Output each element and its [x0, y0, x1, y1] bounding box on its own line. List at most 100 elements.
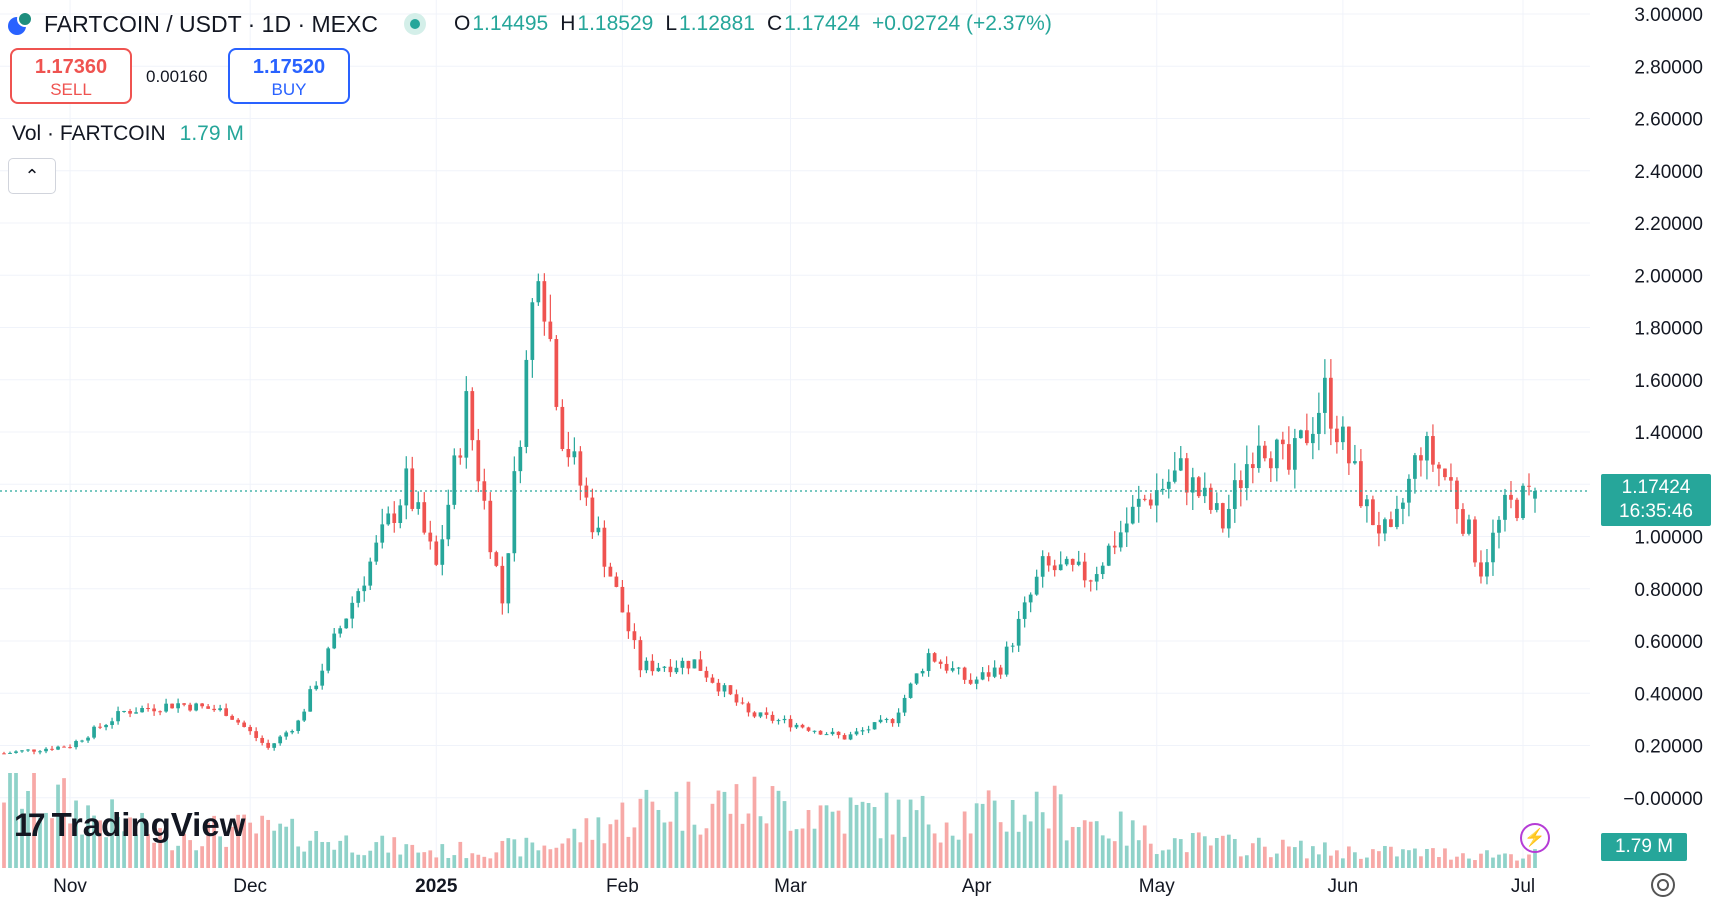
candle-body	[830, 731, 835, 735]
volume-bar	[140, 812, 144, 868]
tradingview-logo[interactable]: 17 TradingView	[14, 806, 245, 844]
volume-legend[interactable]: Vol · FARTCOIN 1.79 M	[12, 122, 244, 146]
volume-bar	[584, 818, 589, 868]
candle-body	[1395, 508, 1399, 527]
candle-body	[512, 471, 517, 554]
candle-body	[164, 703, 168, 712]
symbol-title[interactable]: FARTCOIN / USDT · 1D · MEXC	[44, 10, 378, 37]
candle-body	[1016, 618, 1021, 646]
candle-body	[428, 532, 433, 542]
candle-body	[416, 502, 421, 509]
candle-body	[1118, 532, 1123, 548]
volume-bar	[1353, 852, 1357, 868]
volume-bar	[1491, 857, 1495, 868]
volume-bar	[950, 835, 955, 868]
candle-body	[638, 640, 643, 671]
buy-price: 1.17520	[252, 56, 326, 78]
candle-body	[1310, 433, 1315, 444]
candle-body	[776, 720, 781, 722]
candle-body	[710, 677, 715, 683]
candle-body	[944, 663, 949, 671]
candle-body	[1304, 430, 1309, 444]
volume-bar	[350, 852, 355, 868]
sell-button[interactable]: 1.17360 SELL	[10, 48, 132, 104]
volume-bar	[986, 790, 991, 868]
time-tick-label: 2025	[415, 876, 458, 897]
collapse-legend-button[interactable]: ⌃	[8, 158, 56, 194]
volume-bar	[302, 851, 307, 868]
volume-bar	[662, 822, 667, 868]
volume-bar	[626, 836, 631, 868]
candle-body	[818, 730, 823, 735]
volume-bar	[764, 823, 769, 868]
buy-button[interactable]: 1.17520 BUY	[228, 48, 350, 104]
price-tick-label: 1.60000	[1634, 371, 1703, 392]
volume-bar	[164, 823, 168, 868]
candle-body	[98, 726, 102, 728]
volume-bars	[2, 773, 1537, 868]
candle-body	[1292, 438, 1297, 470]
candle-body	[404, 468, 409, 506]
volume-bar	[272, 830, 277, 868]
candle-body	[560, 406, 565, 449]
candle-body	[314, 685, 319, 690]
price-tick-label: 2.60000	[1634, 110, 1703, 131]
ohlc-open-label: O	[453, 12, 471, 35]
volume-bar	[1304, 858, 1309, 868]
volume-bar	[824, 805, 829, 868]
volume-bar	[1292, 847, 1297, 868]
candle-body	[686, 660, 691, 669]
volume-bar	[380, 835, 385, 868]
gear-icon[interactable]	[1651, 873, 1675, 897]
candle-body	[1100, 565, 1105, 575]
candle-body	[410, 468, 415, 509]
volume-bar	[1178, 839, 1183, 868]
time-axis[interactable]: Nov Dec 2025 Feb Mar Apr May Jun Jul	[53, 876, 1535, 897]
volume-bar	[230, 826, 235, 868]
market-status-icon[interactable]	[403, 13, 426, 35]
volume-bar	[968, 833, 973, 868]
price-axis[interactable]: 3.00000 2.80000 2.60000 2.40000 2.20000 2.000…	[1623, 5, 1703, 810]
price-tick-label: −0.00000	[1623, 789, 1703, 810]
volume-bar	[182, 833, 186, 868]
candle-body	[224, 708, 229, 716]
candle-body	[1461, 509, 1465, 534]
candle-body	[146, 708, 150, 710]
candle-body	[80, 740, 84, 742]
candle-body	[194, 703, 198, 711]
volume-bar	[830, 811, 835, 868]
candle-body	[758, 712, 763, 717]
volume-bar	[86, 805, 90, 868]
candle-body	[680, 660, 685, 668]
volume-bar	[80, 834, 84, 868]
candle-body	[836, 731, 841, 736]
candle-body	[1335, 428, 1339, 443]
candle-body	[320, 670, 325, 686]
volume-bar	[998, 822, 1003, 868]
volume-bar	[20, 808, 24, 868]
candle-body	[1316, 412, 1321, 434]
volume-bar	[1142, 825, 1147, 868]
candle-body	[860, 730, 865, 732]
volume-bar	[1359, 858, 1363, 868]
volume-bar	[1413, 848, 1417, 868]
candle-body	[272, 743, 277, 748]
candle-body	[914, 673, 919, 684]
candle-body	[596, 527, 601, 533]
candle-body	[50, 748, 54, 750]
candle-body	[86, 737, 90, 741]
candle-body	[1220, 503, 1225, 529]
volume-bar	[1220, 835, 1225, 868]
ohlc-change: +0.02724 (+2.37%)	[872, 12, 1052, 35]
volume-bar	[590, 839, 595, 868]
volume-bar	[104, 837, 108, 868]
volume-bar	[698, 834, 703, 868]
lightning-icon[interactable]: ⚡	[1520, 823, 1550, 853]
volume-bar	[1365, 857, 1369, 868]
volume-bar	[488, 858, 493, 868]
candle-body	[1244, 464, 1249, 489]
volume-bar	[1268, 857, 1273, 868]
candle-body	[32, 749, 36, 752]
volume-bar	[74, 800, 78, 868]
